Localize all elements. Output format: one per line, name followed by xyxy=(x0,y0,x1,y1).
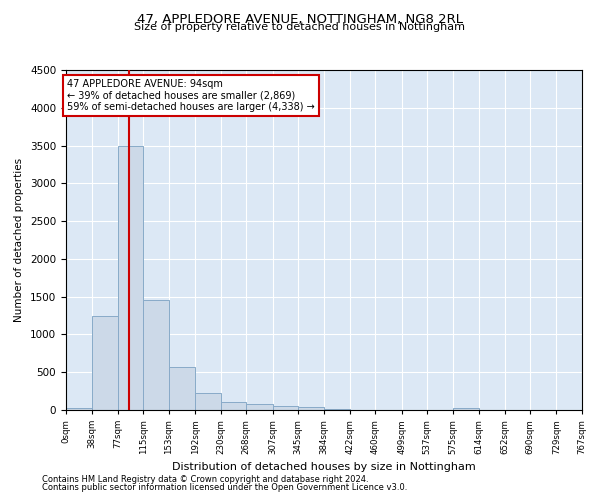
Bar xyxy=(195,394,221,410)
Bar xyxy=(298,407,325,410)
Bar xyxy=(92,316,118,410)
Y-axis label: Number of detached properties: Number of detached properties xyxy=(14,158,25,322)
Bar xyxy=(66,408,92,410)
Text: Contains HM Land Registry data © Crown copyright and database right 2024.: Contains HM Land Registry data © Crown c… xyxy=(42,475,368,484)
Bar xyxy=(143,300,169,410)
Bar xyxy=(272,406,298,410)
Bar xyxy=(246,404,272,410)
Bar xyxy=(221,402,246,410)
Text: 47 APPLEDORE AVENUE: 94sqm
← 39% of detached houses are smaller (2,869)
59% of s: 47 APPLEDORE AVENUE: 94sqm ← 39% of deta… xyxy=(67,79,315,112)
Bar xyxy=(325,409,350,410)
Bar xyxy=(169,367,195,410)
Text: 47, APPLEDORE AVENUE, NOTTINGHAM, NG8 2RL: 47, APPLEDORE AVENUE, NOTTINGHAM, NG8 2R… xyxy=(137,12,463,26)
Bar xyxy=(118,146,143,410)
Bar xyxy=(453,408,479,410)
Text: Size of property relative to detached houses in Nottingham: Size of property relative to detached ho… xyxy=(134,22,466,32)
Text: Contains public sector information licensed under the Open Government Licence v3: Contains public sector information licen… xyxy=(42,484,407,492)
X-axis label: Distribution of detached houses by size in Nottingham: Distribution of detached houses by size … xyxy=(172,462,476,472)
